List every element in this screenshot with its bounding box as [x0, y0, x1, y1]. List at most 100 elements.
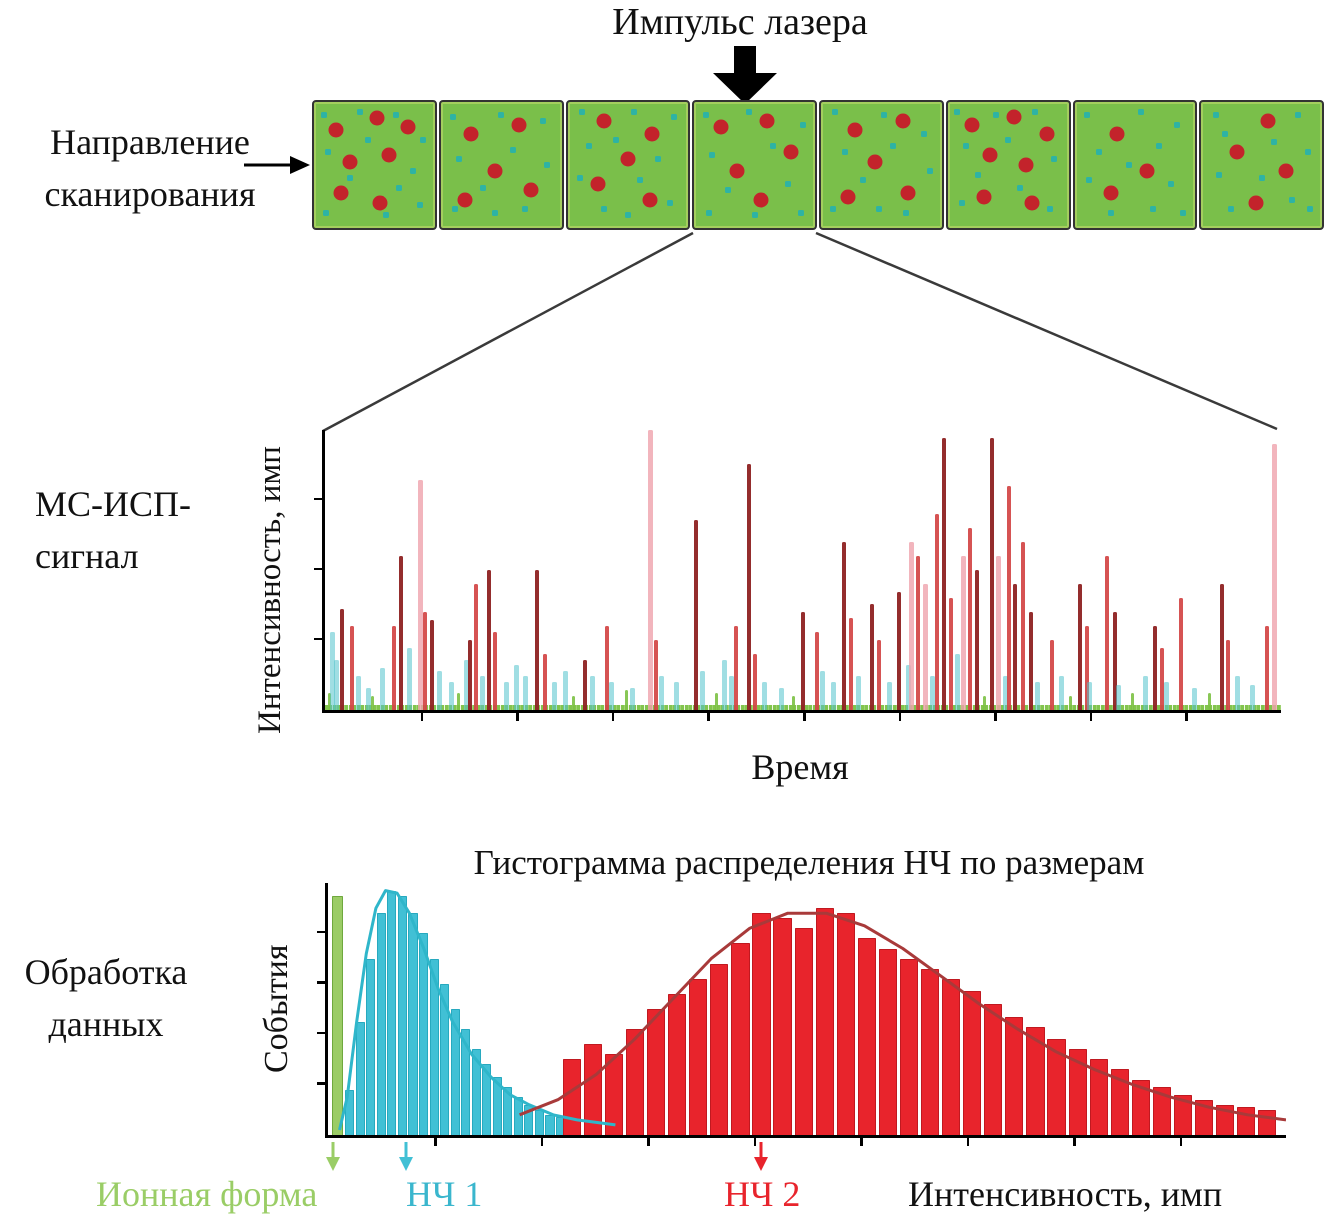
ion-dot [655, 155, 662, 162]
ion-dot [890, 143, 897, 150]
ion-dot [576, 174, 583, 181]
signal-spike-d [896, 592, 901, 710]
signal-spike-d [842, 542, 847, 710]
signal-spike-t [480, 676, 486, 710]
signal-spike-t [659, 676, 664, 710]
signal-spike-d [1078, 584, 1083, 710]
nanoparticle-dot [1109, 126, 1125, 141]
nanoparticle-dot [342, 154, 358, 170]
sample-cell-6 [945, 100, 1071, 230]
y-tick [314, 497, 322, 500]
nanoparticle-dot [590, 176, 606, 192]
hist-bar-red [1194, 1099, 1214, 1135]
signal-spike-d [468, 640, 473, 710]
signal-spike-t [355, 676, 361, 710]
signal-spike-r [1105, 556, 1109, 710]
hist-bar-red [1237, 1107, 1256, 1135]
ion-dot [449, 114, 456, 121]
signal-spike-t [728, 676, 734, 710]
sample-cell-7 [1072, 100, 1198, 230]
signal-spike-t [448, 682, 454, 710]
sample-row [312, 100, 1324, 230]
x-tick [803, 713, 806, 721]
data-processing-label: Обработка данных [0, 946, 212, 1050]
signal-spike-d [1013, 584, 1018, 710]
hist-bar-red [583, 1044, 602, 1135]
signal-spike-t [1058, 676, 1064, 710]
ion-dot [1085, 177, 1092, 184]
hist-bar-red [647, 1009, 666, 1135]
hist-bar-cyan [534, 1109, 545, 1135]
hist-bar-red [878, 948, 898, 1135]
hist-bar-cyan [524, 1104, 534, 1135]
hist-bar-red [963, 991, 982, 1135]
ion-dot [1228, 206, 1235, 213]
signal-spike-g [457, 693, 461, 710]
nanoparticle-dot [847, 122, 863, 138]
nanoparticle-dot [1229, 144, 1245, 160]
x-tick [753, 1138, 757, 1146]
nanoparticle-dot [964, 117, 980, 133]
ion-dot [1168, 180, 1175, 187]
x-tick [707, 713, 710, 721]
nanoparticle-dot [900, 185, 916, 201]
ion-dot [1083, 111, 1090, 118]
ion-dot [630, 109, 637, 116]
signal-spike-t [463, 659, 469, 710]
hist-bar-cyan [440, 983, 450, 1135]
hist-markers [325, 1138, 1283, 1172]
y-tick [314, 567, 322, 570]
ion-dot [842, 149, 849, 156]
histogram-title: Гистограмма распределения НЧ по размерам [473, 843, 1145, 882]
signal-spike-t [513, 665, 519, 710]
ion-dot [993, 111, 1000, 118]
ion-dot [498, 111, 505, 118]
ms-signal-line1: МС-ИСП- [35, 484, 192, 524]
nanoparticle-dot [381, 147, 397, 163]
x-tick [898, 713, 902, 721]
nanoparticle-dot [1139, 163, 1155, 179]
hist-bar-cyan [503, 1087, 513, 1135]
hist-bar-cyan [345, 1089, 355, 1135]
nanoparticle-dot [1039, 126, 1055, 141]
signal-spike-t [831, 682, 837, 710]
signal-spike-d [1112, 612, 1117, 710]
hist-bar-red [1026, 1026, 1045, 1135]
hist-bar-cyan [450, 1009, 460, 1135]
ion-dot [1149, 206, 1156, 213]
x-tick [1185, 713, 1188, 721]
zoom-line-left [322, 231, 694, 433]
hist-bar-red [689, 978, 708, 1135]
hist-bar-cyan [482, 1064, 492, 1135]
x-tick [1179, 1138, 1183, 1146]
signal-spike-d [1219, 584, 1224, 710]
ion-dot [1294, 111, 1301, 118]
signal-spike-g [572, 696, 576, 710]
hist-bar-cyan [387, 890, 397, 1135]
ion-dot [410, 168, 416, 175]
legend-np1: НЧ 1 [406, 1174, 483, 1214]
nanoparticle-dot [333, 185, 349, 201]
nanoparticle-dot [1260, 113, 1276, 129]
signal-spike-t [1163, 682, 1169, 710]
ion-dot [636, 177, 643, 184]
signal-spike-t [905, 665, 911, 710]
signal-spike-t [630, 687, 636, 710]
hist-bar-red [731, 943, 750, 1135]
signal-spike-g [791, 696, 795, 710]
signal-spike-t [523, 676, 529, 710]
x-tick [1073, 1138, 1076, 1146]
hist-bar-red [1173, 1094, 1193, 1135]
x-tick [994, 713, 997, 721]
scan-direction-line1: Направление [50, 122, 250, 162]
ion-dot [769, 143, 776, 150]
signal-spike-r [934, 514, 939, 710]
ion-dot [586, 143, 593, 150]
sample-cell-4 [692, 100, 817, 230]
ms-signal-line2: сигнал [35, 536, 139, 577]
x-tick [647, 1138, 650, 1146]
ion-dot [709, 151, 716, 158]
ion-dot [1047, 206, 1054, 213]
nanoparticle-dot [328, 122, 344, 138]
data-processing-line1: Обработка [24, 952, 188, 992]
